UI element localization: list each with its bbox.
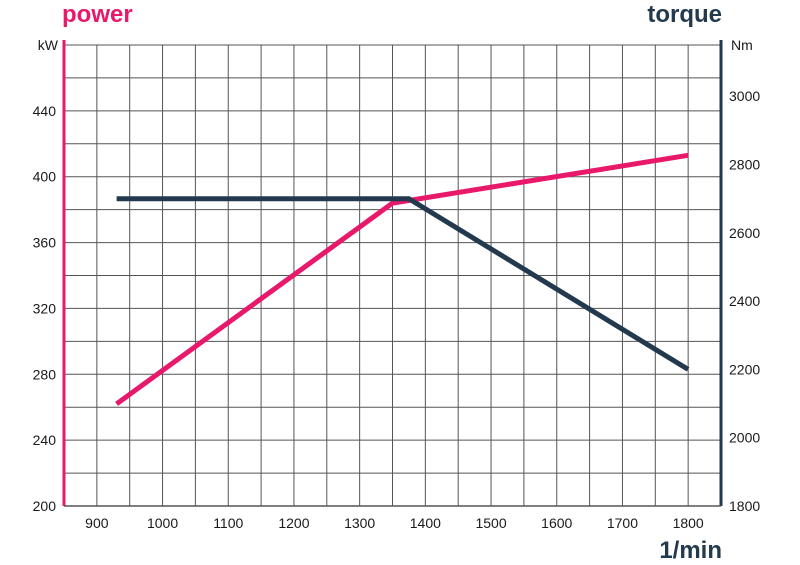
x-tick-label: 1600	[541, 515, 572, 531]
y-left-tick-label: 360	[33, 235, 57, 251]
right-axis-title: torque	[647, 1, 722, 28]
y-right-tick-label: 3000	[729, 88, 760, 104]
y-left-tick-label: 400	[33, 169, 57, 185]
y-left-tick-label: 280	[33, 366, 57, 382]
x-tick-label: 1500	[475, 515, 506, 531]
series-lines	[115, 152, 690, 406]
y-left-tick-label: 200	[33, 498, 57, 514]
x-tick-label: 1800	[673, 515, 704, 531]
left-axis-title: power	[62, 1, 133, 28]
power-line	[115, 152, 689, 406]
x-tick-label: 1300	[344, 515, 375, 531]
y-left-tick-label: 440	[33, 103, 57, 119]
y-right-tick-label: 1800	[729, 498, 760, 514]
y-right-tick-label: 2000	[729, 430, 760, 446]
x-tick-label: 1700	[607, 515, 638, 531]
x-tick-label: 1200	[278, 515, 309, 531]
axes	[62, 40, 723, 507]
y-left-tick-label: 240	[33, 432, 57, 448]
x-axis-title: 1/min	[659, 537, 722, 564]
x-tick-label: 1400	[410, 515, 441, 531]
right-axis-unit: Nm	[731, 37, 753, 53]
y-right-tick-label: 2200	[729, 361, 760, 377]
tick-labels: 900 1000 1100 1200 1300 1400 1500 1600 1700 1800 2…	[33, 88, 761, 531]
y-right-tick-label: 2800	[729, 157, 760, 173]
x-tick-label: 1000	[147, 515, 178, 531]
grid	[64, 44, 721, 506]
y-left-tick-label: 320	[33, 300, 57, 316]
left-axis-unit: kW	[38, 37, 59, 53]
y-right-tick-label: 2400	[729, 293, 760, 309]
y-right-tick-label: 2600	[729, 225, 760, 241]
x-tick-label: 1100	[213, 515, 243, 531]
torque-line	[116, 196, 690, 372]
x-tick-label: 900	[85, 515, 109, 531]
